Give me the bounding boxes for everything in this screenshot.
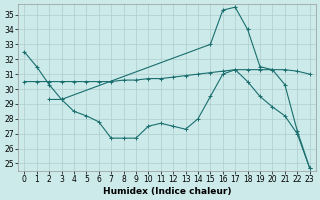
X-axis label: Humidex (Indice chaleur): Humidex (Indice chaleur) <box>103 187 231 196</box>
